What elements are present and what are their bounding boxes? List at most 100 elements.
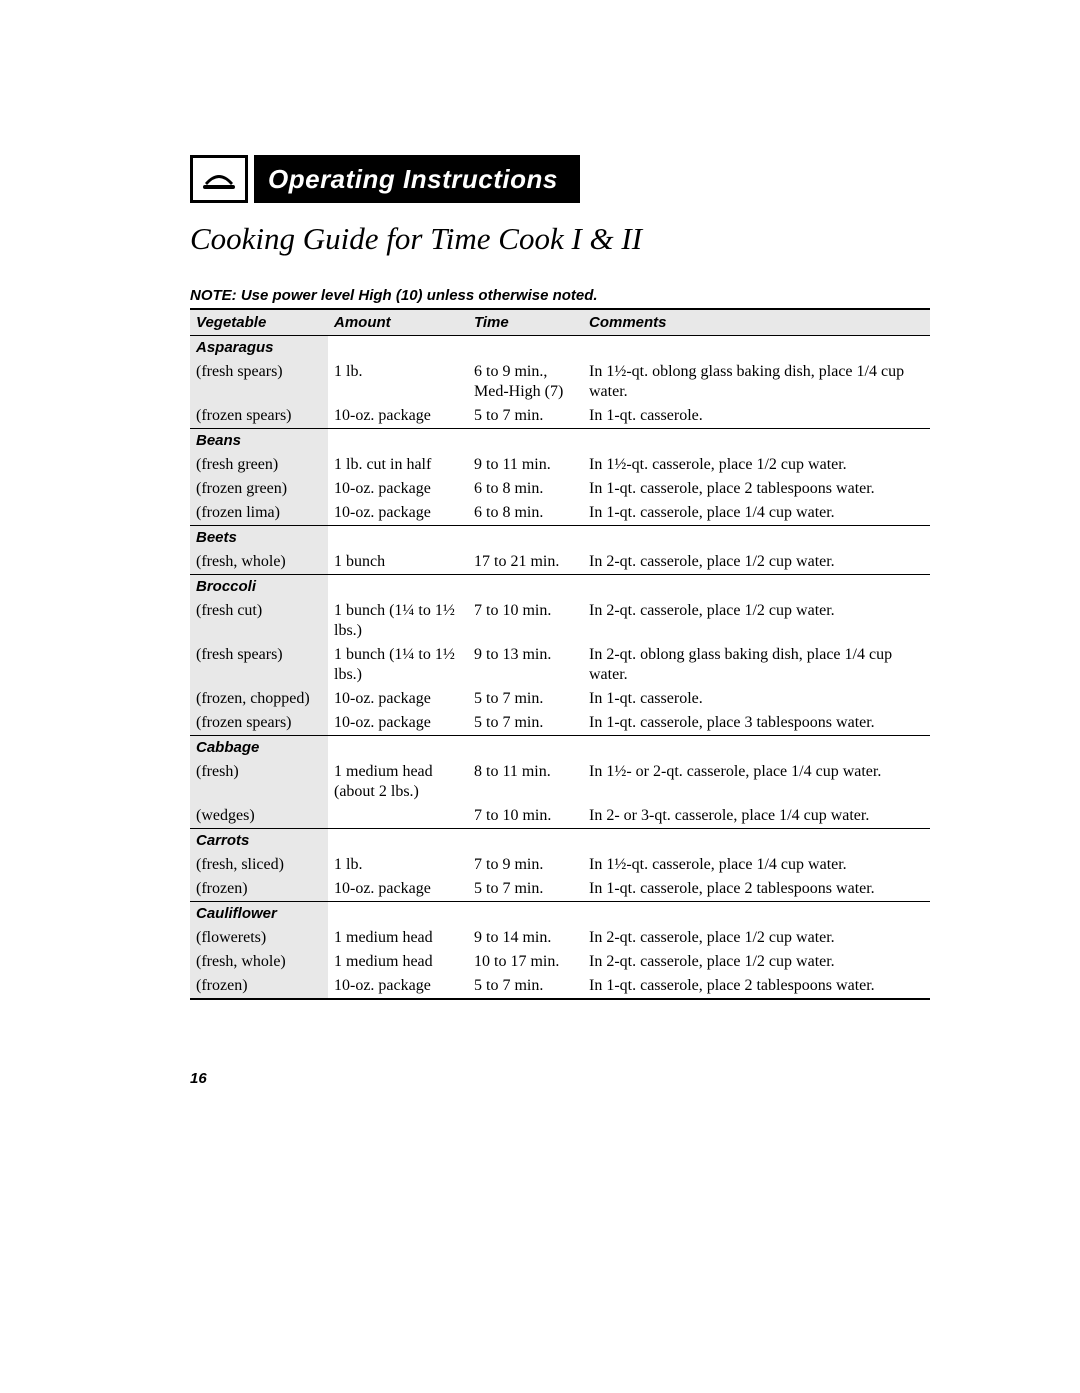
- cell-comment: In 2-qt. casserole, place 1/2 cup water.: [583, 550, 930, 575]
- power-note: NOTE: Use power level High (10) unless o…: [190, 287, 960, 304]
- veg-sub: (frozen): [196, 977, 248, 994]
- cell-amount: 10-oz. package: [328, 687, 468, 711]
- veg-sub: (fresh, sliced): [196, 856, 284, 873]
- cell-amount: 10-oz. package: [328, 877, 468, 902]
- veg-heading: Cauliflower: [196, 905, 277, 922]
- cell-comment: In 2-qt. casserole, place 1/2 cup water.: [583, 599, 930, 643]
- table-row: Asparagus: [190, 336, 930, 361]
- table-row: (fresh spears) 1 lb. 6 to 9 min., Med-Hi…: [190, 360, 930, 404]
- cell-time: 7 to 10 min.: [468, 599, 583, 643]
- veg-sub: (frozen, chopped): [196, 690, 310, 707]
- cell-amount: 1 bunch (1¼ to 1½ lbs.): [328, 643, 468, 687]
- cell-comment: In 1-qt. casserole, place 2 tablespoons …: [583, 477, 930, 501]
- cell-comment: In 1-qt. casserole.: [583, 404, 930, 429]
- cell-time: 5 to 7 min.: [468, 711, 583, 736]
- cell-amount: 1 medium head: [328, 926, 468, 950]
- cell-time: 9 to 14 min.: [468, 926, 583, 950]
- table-row: (fresh, sliced) 1 lb. 7 to 9 min. In 1½-…: [190, 853, 930, 877]
- veg-heading: Cabbage: [196, 739, 259, 756]
- cell-comment: In 1-qt. casserole, place 1/4 cup water.: [583, 501, 930, 526]
- cell-comment: In 2-qt. casserole, place 1/2 cup water.: [583, 950, 930, 974]
- cell-comment: In 1½-qt. casserole, place 1/4 cup water…: [583, 853, 930, 877]
- dish-icon: [201, 161, 237, 197]
- col-comments: Comments: [583, 309, 930, 336]
- cell-time: 7 to 10 min.: [468, 804, 583, 829]
- table-row: (frozen green) 10-oz. package 6 to 8 min…: [190, 477, 930, 501]
- cell-time: 7 to 9 min.: [468, 853, 583, 877]
- table-row: (frozen spears) 10-oz. package 5 to 7 mi…: [190, 404, 930, 429]
- cell-time: 5 to 7 min.: [468, 877, 583, 902]
- cooking-guide-table: Vegetable Amount Time Comments Asparagus…: [190, 308, 930, 1000]
- header-row: Operating Instructions: [190, 155, 960, 203]
- cell-comment: In 1½-qt. oblong glass baking dish, plac…: [583, 360, 930, 404]
- veg-sub: (fresh): [196, 763, 239, 780]
- cell-amount: 1 lb.: [328, 853, 468, 877]
- table-row: Broccoli: [190, 575, 930, 600]
- cell-comment: In 2-qt. oblong glass baking dish, place…: [583, 643, 930, 687]
- cell-amount: 10-oz. package: [328, 501, 468, 526]
- cell-amount: 10-oz. package: [328, 477, 468, 501]
- table-row: Beans: [190, 429, 930, 454]
- veg-sub: (frozen lima): [196, 504, 280, 521]
- cell-time: 9 to 13 min.: [468, 643, 583, 687]
- cell-time: 6 to 8 min.: [468, 501, 583, 526]
- table-row: (frozen) 10-oz. package 5 to 7 min. In 1…: [190, 877, 930, 902]
- cell-time: 9 to 11 min.: [468, 453, 583, 477]
- cell-time: 10 to 17 min.: [468, 950, 583, 974]
- cell-time: 5 to 7 min.: [468, 687, 583, 711]
- table-row: (fresh spears) 1 bunch (1¼ to 1½ lbs.) 9…: [190, 643, 930, 687]
- table-row: (fresh green) 1 lb. cut in half 9 to 11 …: [190, 453, 930, 477]
- cell-time: 6 to 9 min., Med-High (7): [468, 360, 583, 404]
- veg-sub: (flowerets): [196, 929, 266, 946]
- veg-heading: Beets: [196, 529, 237, 546]
- cell-comment: In 1-qt. casserole, place 3 tablespoons …: [583, 711, 930, 736]
- table-row: (frozen) 10-oz. package 5 to 7 min. In 1…: [190, 974, 930, 999]
- table-row: (fresh) 1 medium head (about 2 lbs.) 8 t…: [190, 760, 930, 804]
- veg-heading: Asparagus: [196, 339, 274, 356]
- veg-sub: (frozen spears): [196, 714, 292, 731]
- cell-amount: 1 lb. cut in half: [328, 453, 468, 477]
- cell-comment: In 2-qt. casserole, place 1/2 cup water.: [583, 926, 930, 950]
- veg-heading: Broccoli: [196, 578, 256, 595]
- veg-sub: (fresh, whole): [196, 953, 286, 970]
- table-row: (frozen, chopped) 10-oz. package 5 to 7 …: [190, 687, 930, 711]
- cell-time: 5 to 7 min.: [468, 404, 583, 429]
- veg-sub: (frozen green): [196, 480, 287, 497]
- veg-heading: Carrots: [196, 832, 249, 849]
- table-row: Cauliflower: [190, 902, 930, 927]
- header-title: Operating Instructions: [254, 155, 580, 203]
- cell-amount: [328, 804, 468, 829]
- cell-amount: 10-oz. package: [328, 404, 468, 429]
- veg-sub: (wedges): [196, 807, 255, 824]
- cell-amount: 1 bunch (1¼ to 1½ lbs.): [328, 599, 468, 643]
- table-row: (wedges) 7 to 10 min. In 2- or 3-qt. cas…: [190, 804, 930, 829]
- cell-comment: In 1-qt. casserole, place 2 tablespoons …: [583, 974, 930, 999]
- page-number: 16: [190, 1070, 960, 1087]
- cell-comment: In 1½-qt. casserole, place 1/2 cup water…: [583, 453, 930, 477]
- cell-amount: 1 medium head (about 2 lbs.): [328, 760, 468, 804]
- veg-sub: (frozen spears): [196, 407, 292, 424]
- table-row: (frozen spears) 10-oz. package 5 to 7 mi…: [190, 711, 930, 736]
- veg-sub: (fresh, whole): [196, 553, 286, 570]
- cell-amount: 10-oz. package: [328, 974, 468, 999]
- main-title: Cooking Guide for Time Cook I & II: [190, 221, 960, 257]
- cell-comment: In 1-qt. casserole, place 2 tablespoons …: [583, 877, 930, 902]
- veg-sub: (frozen): [196, 880, 248, 897]
- table-row: (flowerets) 1 medium head 9 to 14 min. I…: [190, 926, 930, 950]
- table-row: (frozen lima) 10-oz. package 6 to 8 min.…: [190, 501, 930, 526]
- header-icon-box: [190, 155, 248, 203]
- col-vegetable: Vegetable: [190, 309, 328, 336]
- table-row: Carrots: [190, 829, 930, 854]
- col-amount: Amount: [328, 309, 468, 336]
- cell-time: 17 to 21 min.: [468, 550, 583, 575]
- table-row: (fresh, whole) 1 bunch 17 to 21 min. In …: [190, 550, 930, 575]
- veg-sub: (fresh green): [196, 456, 278, 473]
- cell-comment: In 1-qt. casserole.: [583, 687, 930, 711]
- cell-time: 5 to 7 min.: [468, 974, 583, 999]
- cell-amount: 10-oz. package: [328, 711, 468, 736]
- veg-sub: (fresh cut): [196, 602, 262, 619]
- table-row: Beets: [190, 526, 930, 551]
- veg-sub: (fresh spears): [196, 363, 283, 380]
- veg-sub: (fresh spears): [196, 646, 283, 663]
- page: Operating Instructions Cooking Guide for…: [0, 0, 1080, 1393]
